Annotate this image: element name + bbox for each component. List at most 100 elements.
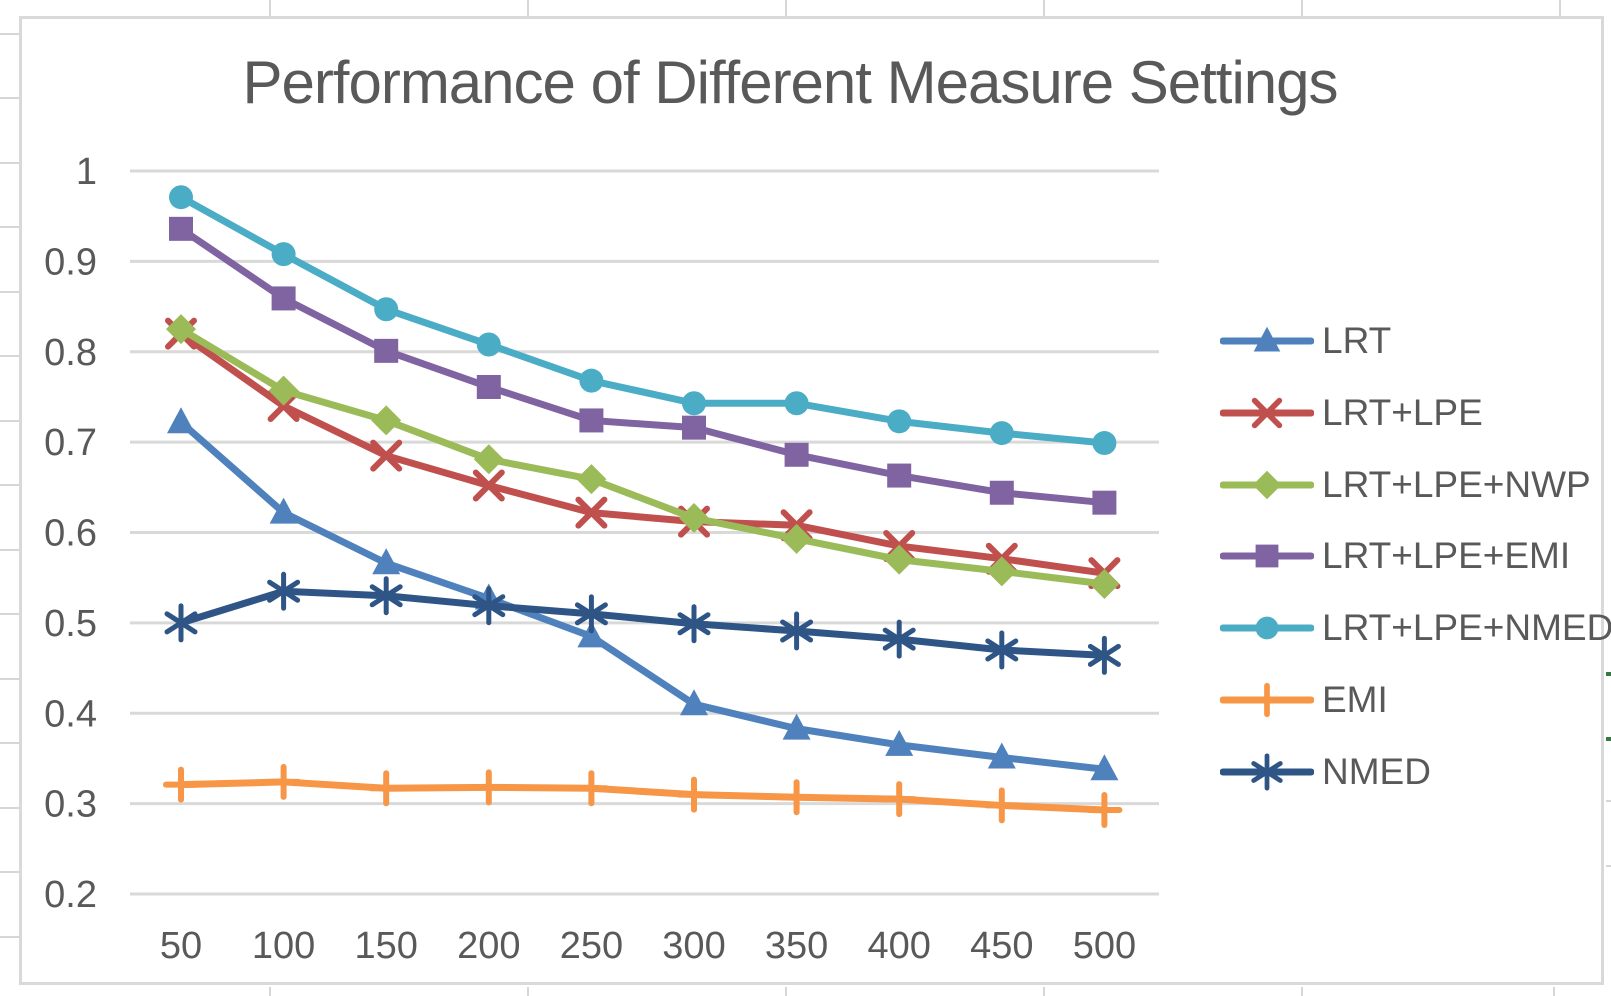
marker-diamond[interactable]: [781, 523, 812, 554]
marker-circle[interactable]: [989, 421, 1014, 446]
marker-plus[interactable]: [983, 787, 1020, 824]
marker-square[interactable]: [374, 338, 399, 363]
legend-key-circle-icon: [1220, 616, 1314, 640]
marker-asterisk[interactable]: [472, 586, 506, 626]
legend-item-LRT+LPE+EMI[interactable]: LRT+LPE+EMI: [1220, 534, 1570, 578]
marker-x[interactable]: [575, 496, 608, 529]
marker-triangle[interactable]: [885, 729, 914, 756]
marker-triangle[interactable]: [782, 713, 811, 740]
marker-plus[interactable]: [368, 770, 405, 807]
series-LRT+LPE+NWP[interactable]: [166, 314, 1120, 600]
legend-label: LRT: [1322, 320, 1392, 361]
marker-diamond[interactable]: [986, 556, 1017, 587]
marker-plus[interactable]: [163, 766, 199, 803]
marker-triangle[interactable]: [577, 621, 606, 648]
legend-item-EMI[interactable]: EMI: [1220, 678, 1388, 722]
x-axis-tick-label: 100: [252, 925, 315, 967]
legend-item-NMED[interactable]: NMED: [1220, 750, 1431, 794]
marker-triangle[interactable]: [987, 742, 1016, 769]
marker-plus[interactable]: [470, 769, 507, 806]
marker-circle[interactable]: [271, 242, 296, 267]
cell-row-line: [0, 420, 19, 422]
series-line[interactable]: [177, 418, 1108, 773]
marker-asterisk[interactable]: [985, 630, 1019, 670]
marker-asterisk[interactable]: [1087, 635, 1121, 675]
cell-column-line: [527, 987, 529, 996]
marker-triangle[interactable]: [167, 407, 195, 434]
marker-diamond[interactable]: [1089, 569, 1120, 600]
marker-diamond[interactable]: [679, 503, 709, 534]
marker-plus[interactable]: [1086, 791, 1123, 828]
marker-diamond[interactable]: [884, 544, 915, 575]
marker-square[interactable]: [1092, 490, 1117, 515]
marker-diamond[interactable]: [371, 405, 402, 436]
series-LRT+LPE+NMED[interactable]: [169, 185, 1117, 456]
marker-diamond[interactable]: [473, 444, 504, 475]
marker-plus[interactable]: [778, 779, 815, 816]
legend-item-LRT+LPE[interactable]: LRT+LPE: [1220, 391, 1483, 435]
cell-column-line: [1559, 0, 1561, 16]
series-EMI[interactable]: [163, 763, 1123, 828]
marker-square[interactable]: [476, 374, 501, 399]
legend-item-LRT[interactable]: LRT: [1220, 319, 1391, 363]
marker-diamond[interactable]: [268, 375, 299, 406]
cell-row-line: [0, 162, 19, 164]
series-LRT+LPE+EMI[interactable]: [169, 216, 1117, 515]
marker-asterisk[interactable]: [780, 611, 814, 651]
cell-green-border: [1606, 672, 1611, 676]
marker-diamond[interactable]: [576, 464, 607, 495]
marker-circle[interactable]: [374, 297, 399, 322]
cell-green-border: [1606, 737, 1611, 741]
marker-triangle[interactable]: [680, 689, 708, 716]
marker-diamond[interactable]: [166, 314, 196, 345]
marker-circle[interactable]: [887, 409, 912, 434]
marker-asterisk[interactable]: [369, 576, 403, 616]
legend-label: LRT+LPE+NWP: [1322, 463, 1591, 505]
marker-square[interactable]: [271, 286, 296, 311]
marker-asterisk[interactable]: [677, 604, 711, 644]
marker-circle[interactable]: [682, 391, 706, 416]
marker-plus[interactable]: [573, 770, 610, 807]
series-line[interactable]: [177, 330, 1108, 577]
series-line[interactable]: [177, 778, 1108, 814]
legend-item-LRT+LPE+NMED[interactable]: LRT+LPE+NMED: [1220, 606, 1611, 650]
cell-column-line: [269, 0, 271, 16]
cell-row-line: [0, 33, 19, 35]
marker-circle[interactable]: [784, 391, 809, 416]
legend-key-x-icon: [1220, 397, 1314, 428]
marker-plus[interactable]: [676, 776, 712, 813]
marker-asterisk[interactable]: [574, 594, 608, 634]
marker-square[interactable]: [169, 216, 193, 241]
legend-item-LRT+LPE+NWP[interactable]: LRT+LPE+NWP: [1220, 463, 1591, 507]
cell-row-line: [1606, 865, 1611, 867]
chart-title: Performance of Different Measure Setting…: [242, 49, 1338, 116]
marker-plus[interactable]: [881, 781, 918, 818]
marker-asterisk[interactable]: [882, 619, 916, 659]
marker-circle[interactable]: [476, 332, 501, 357]
marker-circle[interactable]: [579, 368, 604, 393]
series-line[interactable]: [177, 325, 1108, 588]
marker-triangle[interactable]: [372, 548, 401, 575]
series-line[interactable]: [177, 193, 1108, 447]
marker-triangle[interactable]: [1090, 754, 1119, 781]
series-line[interactable]: [177, 587, 1108, 659]
marker-x[interactable]: [370, 439, 403, 472]
marker-square[interactable]: [989, 480, 1014, 505]
marker-x[interactable]: [472, 469, 505, 502]
marker-square[interactable]: [682, 415, 706, 440]
marker-square[interactable]: [579, 408, 604, 433]
marker-triangle[interactable]: [269, 497, 298, 524]
marker-asterisk[interactable]: [267, 571, 301, 611]
marker-x[interactable]: [267, 389, 300, 422]
marker-square[interactable]: [784, 442, 809, 467]
series-LRT+LPE[interactable]: [165, 317, 1121, 590]
cell-row-line: [0, 613, 19, 615]
series-line[interactable]: [177, 225, 1108, 507]
marker-circle[interactable]: [169, 185, 193, 210]
marker-square[interactable]: [887, 463, 912, 488]
marker-plus[interactable]: [265, 763, 302, 800]
marker-asterisk[interactable]: [164, 603, 198, 643]
series-NMED[interactable]: [164, 571, 1121, 675]
marker-circle[interactable]: [1092, 431, 1117, 456]
